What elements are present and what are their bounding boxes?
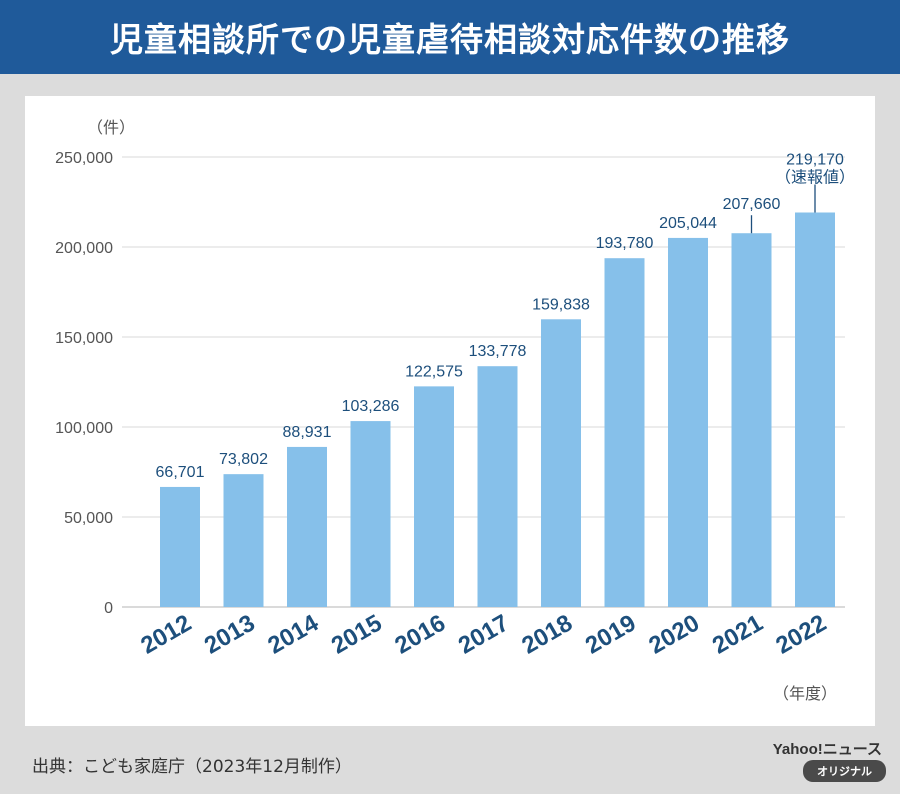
bar-chart: （件） 0 50,000 100,000 150,000 200,000 250,000 66… <box>55 118 855 703</box>
y-tick-label: 200,000 <box>55 240 113 257</box>
brand-badge: オリジナル <box>803 760 886 782</box>
value-label: 193,780 <box>596 235 654 252</box>
value-label: 103,286 <box>342 398 400 415</box>
x-tick-label: 2022 <box>771 609 831 659</box>
bar <box>604 258 645 607</box>
value-label: 73,802 <box>219 451 268 468</box>
value-label: 122,575 <box>405 363 463 380</box>
x-tick-label: 2018 <box>517 609 577 659</box>
chart-title: 児童相談所での児童虐待相談対応件数の推移 <box>110 20 790 59</box>
brand-name: Yahoo!ニュース <box>772 741 882 758</box>
bar <box>414 386 454 607</box>
bar <box>160 486 200 607</box>
x-tick-label: 2014 <box>263 609 323 659</box>
brand-logo: Yahoo!ニュース オリジナル <box>770 738 888 786</box>
x-tick-label: 2016 <box>390 609 450 659</box>
bar <box>477 366 518 607</box>
bar <box>541 319 581 607</box>
y-tick-label: 0 <box>104 600 113 617</box>
bar <box>795 212 835 607</box>
bar <box>287 446 327 607</box>
x-tick-label: 2021 <box>708 609 768 659</box>
bar <box>350 421 391 607</box>
annotation-label: （速報値） <box>775 167 855 186</box>
bar <box>223 474 264 607</box>
bar <box>668 237 708 607</box>
bar <box>731 233 772 607</box>
y-axis-label: （件） <box>87 118 135 137</box>
x-tick-label: 2012 <box>136 609 196 659</box>
chart-panel: （件） 0 50,000 100,000 150,000 200,000 250,000 66… <box>25 96 875 726</box>
title-bar: 児童相談所での児童虐待相談対応件数の推移 <box>0 0 900 74</box>
x-tick-label: 2020 <box>644 609 704 659</box>
value-label: 205,044 <box>659 215 717 232</box>
value-label: 88,931 <box>283 424 332 441</box>
x-axis-label: （年度） <box>773 684 837 703</box>
y-tick-label: 250,000 <box>55 150 113 167</box>
y-tick-label: 100,000 <box>55 420 113 437</box>
value-label: 207,660 <box>723 196 781 213</box>
x-tick-label: 2017 <box>454 609 514 659</box>
y-tick-label: 150,000 <box>55 330 113 347</box>
value-label: 219,170 <box>786 151 844 168</box>
x-tick-label: 2015 <box>327 609 387 659</box>
x-tick-label: 2019 <box>581 609 641 659</box>
y-tick-label: 50,000 <box>64 510 113 527</box>
value-label: 133,778 <box>469 343 527 360</box>
value-label: 159,838 <box>532 296 590 313</box>
x-tick-label: 2013 <box>200 609 260 659</box>
source-note: 出典：こども家庭庁（2023年12月制作） <box>32 757 352 777</box>
value-label: 66,701 <box>156 464 205 481</box>
